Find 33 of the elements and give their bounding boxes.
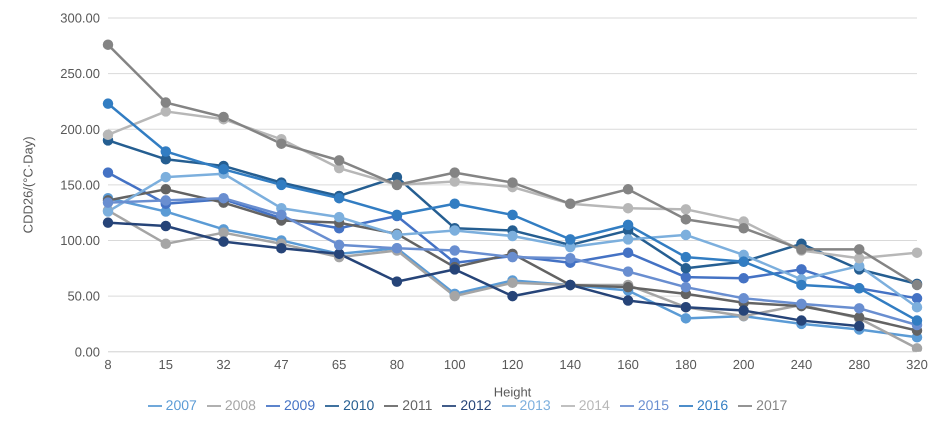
x-tick-label: 100 bbox=[444, 356, 466, 372]
legend-label: 2015 bbox=[638, 396, 670, 413]
x-tick-label: 180 bbox=[675, 356, 697, 372]
x-tick-label: 160 bbox=[617, 356, 639, 372]
legend-label: 2016 bbox=[697, 396, 728, 413]
legend-label: 2014 bbox=[578, 396, 610, 413]
x-tick-label: 140 bbox=[559, 356, 582, 372]
y-tick-label: 50.00 bbox=[67, 288, 100, 304]
y-tick-label: 250.00 bbox=[60, 66, 100, 82]
legend-label: 2017 bbox=[756, 396, 788, 413]
x-tick-label: 8 bbox=[104, 356, 112, 372]
y-axis-title: CDD26/(°C·Day) bbox=[20, 136, 36, 234]
x-tick-label: 80 bbox=[390, 356, 404, 372]
x-tick-label: 32 bbox=[216, 356, 231, 372]
x-tick-label: 120 bbox=[502, 356, 524, 372]
legend-label: 2010 bbox=[343, 396, 374, 413]
y-tick-label: 0.00 bbox=[74, 344, 100, 360]
x-tick-label: 280 bbox=[848, 356, 870, 372]
y-tick-label: 150.00 bbox=[60, 177, 100, 192]
legend-label: 2011 bbox=[402, 396, 432, 413]
x-tick-label: 320 bbox=[906, 356, 928, 372]
legend-label: 2009 bbox=[284, 396, 316, 413]
legend-label: 2007 bbox=[166, 396, 197, 413]
y-tick-label: 300.00 bbox=[60, 10, 100, 26]
x-tick-label: 15 bbox=[158, 356, 174, 372]
y-tick-label: 200.00 bbox=[60, 122, 100, 137]
x-tick-label: 47 bbox=[274, 356, 289, 372]
x-tick-label: 240 bbox=[790, 356, 812, 372]
x-tick-label: 200 bbox=[732, 356, 754, 372]
legend-label: 2012 bbox=[460, 396, 492, 413]
y-tick-label: 100.00 bbox=[60, 233, 100, 248]
legend-label: 2008 bbox=[224, 396, 256, 413]
x-tick-label: 65 bbox=[332, 356, 346, 372]
